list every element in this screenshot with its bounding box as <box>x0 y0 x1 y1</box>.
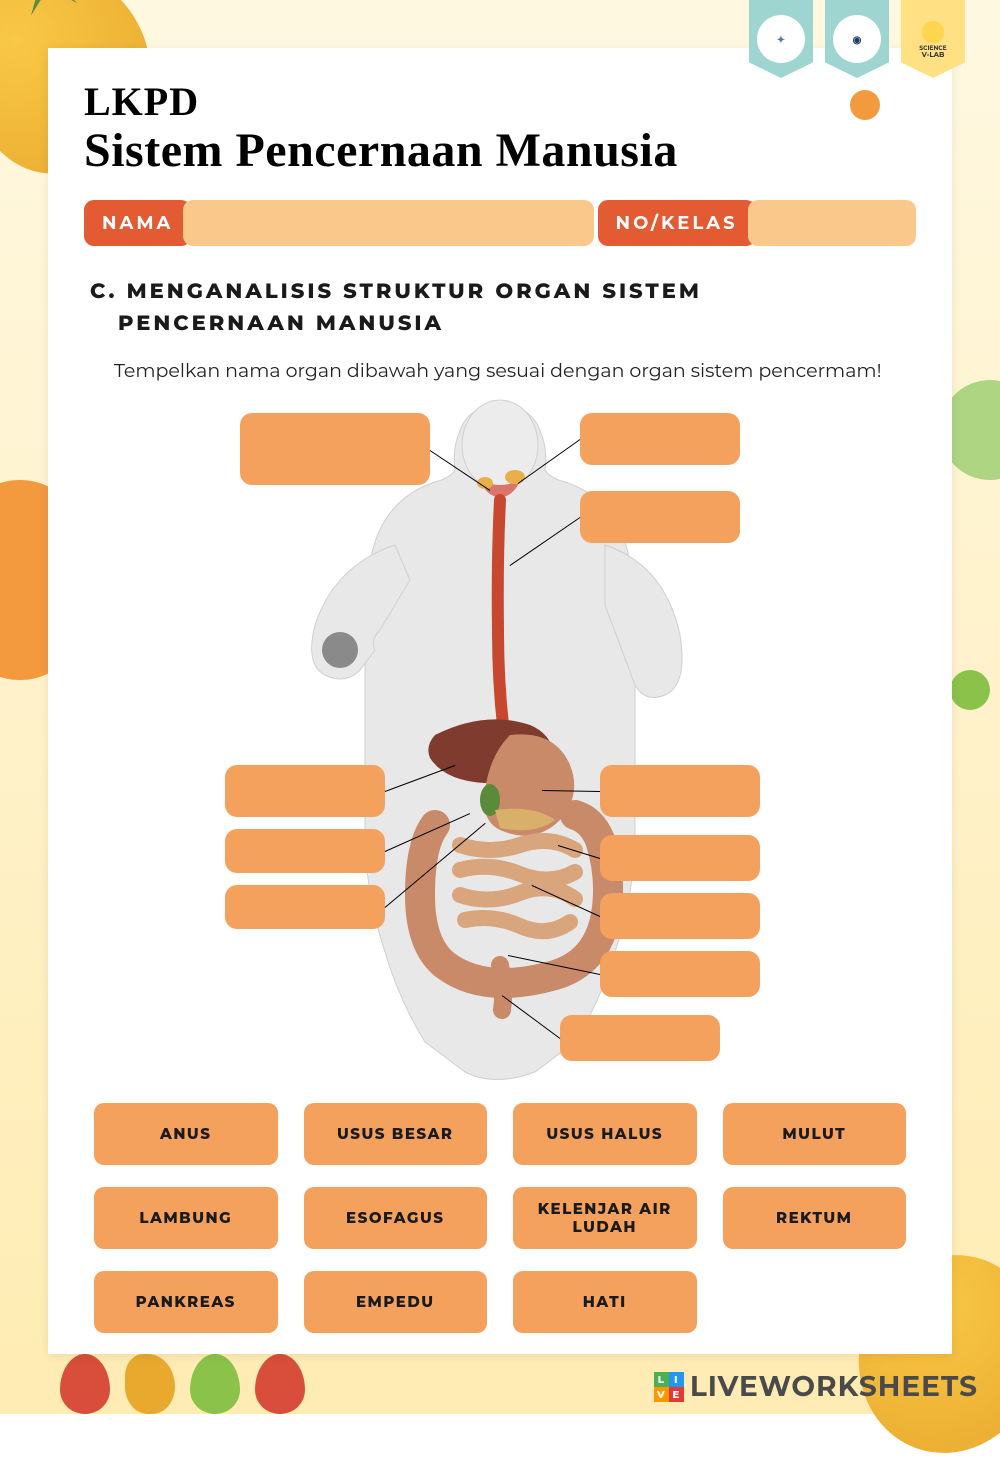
badge-2: ◉ <box>825 0 889 78</box>
badge-1: ✦ <box>749 0 813 78</box>
class-label: NO/KELAS <box>598 200 756 246</box>
chip-mulut[interactable]: MULUT <box>723 1103 907 1165</box>
lightbulb-icon <box>922 21 944 43</box>
word-bank: ANUS USUS BESAR USUS HALUS MULUT LAMBUNG ESOF… <box>84 1103 916 1333</box>
title-small: LKPD <box>84 78 916 125</box>
name-input[interactable] <box>183 200 593 246</box>
deco-fruits-bottom <box>60 1354 360 1434</box>
worksheet-card: LKPD Sistem Pencernaan Manusia NAMA NO/K… <box>48 48 952 1354</box>
watermark-text: LIVEWORKSHEETS <box>690 1370 978 1404</box>
drop-zone-dz-salivary[interactable] <box>580 413 740 465</box>
chip-empedu[interactable]: EMPEDU <box>304 1271 488 1333</box>
chip-usus-besar[interactable]: USUS BESAR <box>304 1103 488 1165</box>
drop-zone-dz-rectum[interactable] <box>600 951 760 997</box>
drop-zone-dz-esophagus[interactable] <box>580 491 740 543</box>
chip-usus-halus[interactable]: USUS HALUS <box>513 1103 697 1165</box>
drop-zone-dz-mouth[interactable] <box>240 413 430 485</box>
class-input[interactable] <box>748 200 916 246</box>
drop-zone-dz-anus[interactable] <box>560 1015 720 1061</box>
drop-zone-dz-stomach[interactable] <box>600 765 760 817</box>
chip-esofagus[interactable]: ESOFAGUS <box>304 1187 488 1249</box>
drop-zone-dz-small-int[interactable] <box>600 893 760 939</box>
section-heading: C. MENGANALISIS STRUKTUR ORGAN SISTEM PE… <box>84 276 916 339</box>
liveworksheets-watermark: L I V E LIVEWORKSHEETS <box>654 1370 978 1404</box>
anatomy-diagram <box>180 395 820 1085</box>
drop-zone-dz-gallbladder[interactable] <box>225 829 385 873</box>
section-prefix: C. <box>90 279 118 304</box>
chip-lambung[interactable]: LAMBUNG <box>94 1187 278 1249</box>
chip-rektum[interactable]: REKTUM <box>723 1187 907 1249</box>
drop-zone-dz-large-int[interactable] <box>600 835 760 881</box>
drop-zone-dz-pancreas[interactable] <box>225 885 385 929</box>
chip-pankreas[interactable]: PANKREAS <box>94 1271 278 1333</box>
logo-badges: ✦ ◉ SCIENCE V-LAB <box>749 0 965 78</box>
instruction-text: Tempelkan nama organ dibawah yang sesuai… <box>84 357 916 385</box>
chip-kelenjar-air-ludah[interactable]: KELENJAR AIR LUDAH <box>513 1187 697 1249</box>
badge3-line2: V-LAB <box>922 51 945 58</box>
chip-anus[interactable]: ANUS <box>94 1103 278 1165</box>
title-big: Sistem Pencernaan Manusia <box>84 123 916 178</box>
student-form-row: NAMA NO/KELAS <box>84 200 916 246</box>
chip-hati[interactable]: HATI <box>513 1271 697 1333</box>
section-line2: PENCERNAAN MANUSIA <box>90 308 916 340</box>
badge-3: SCIENCE V-LAB <box>901 0 965 78</box>
watermark-badge: L I V E <box>654 1372 684 1402</box>
deco-green-dot <box>950 670 990 710</box>
drop-zone-dz-liver[interactable] <box>225 765 385 817</box>
deco-orange-dot <box>850 90 880 120</box>
section-line1: MENGANALISIS STRUKTUR ORGAN SISTEM <box>127 279 702 304</box>
name-label: NAMA <box>84 200 191 246</box>
